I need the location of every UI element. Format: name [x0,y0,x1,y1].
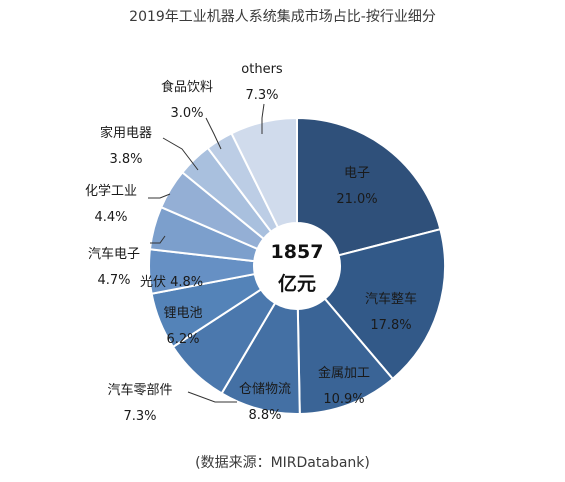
slice-value-label: 7.3% [123,409,156,424]
slice-label: 化学工业 [85,183,137,199]
slice-label: 汽车电子 [88,246,140,262]
slice-value-label: 3.0% [170,106,203,121]
leader-line [205,117,222,150]
slice-label: 锂电池 [163,306,202,321]
slice-value-label: 7.3% [245,88,278,103]
slice-label: 汽车零部件 [107,382,172,398]
leader-line [150,235,166,244]
slice-value-label: 8.8% [248,408,281,423]
slice-label: 金属加工 [318,365,370,381]
leader-line [187,391,237,403]
chart-title: 2019年工业机器人系统集成市场占比-按行业细分 [129,9,436,25]
leader-line [261,103,265,134]
slice-value-label: 10.9% [323,392,364,407]
center-hole [254,223,340,309]
slice-label: 电子 [344,166,370,181]
slice-label: 家用电器 [100,125,152,141]
center-total-value: 1857 [271,241,324,263]
slice-value-label: 17.8% [370,318,411,333]
slice-value-label: 6.2% [166,332,199,347]
data-source-note: (数据来源：MIRDatabank) [195,455,370,471]
slice-label: 汽车整车 [365,291,417,307]
slice-value-label: 4.7% [97,273,130,288]
slice-label: 食品饮料 [161,79,213,95]
slice-value-label: 3.8% [109,152,142,167]
center-total-unit: 亿元 [278,272,316,295]
leader-line [162,137,199,171]
slice-label: 光伏 4.8% [140,275,203,290]
slice-value-label: 21.0% [336,192,377,207]
leader-line [148,193,171,199]
slice-label: others [241,62,283,77]
slice-value-label: 4.4% [94,210,127,225]
slice-label: 仓储物流 [239,382,291,397]
